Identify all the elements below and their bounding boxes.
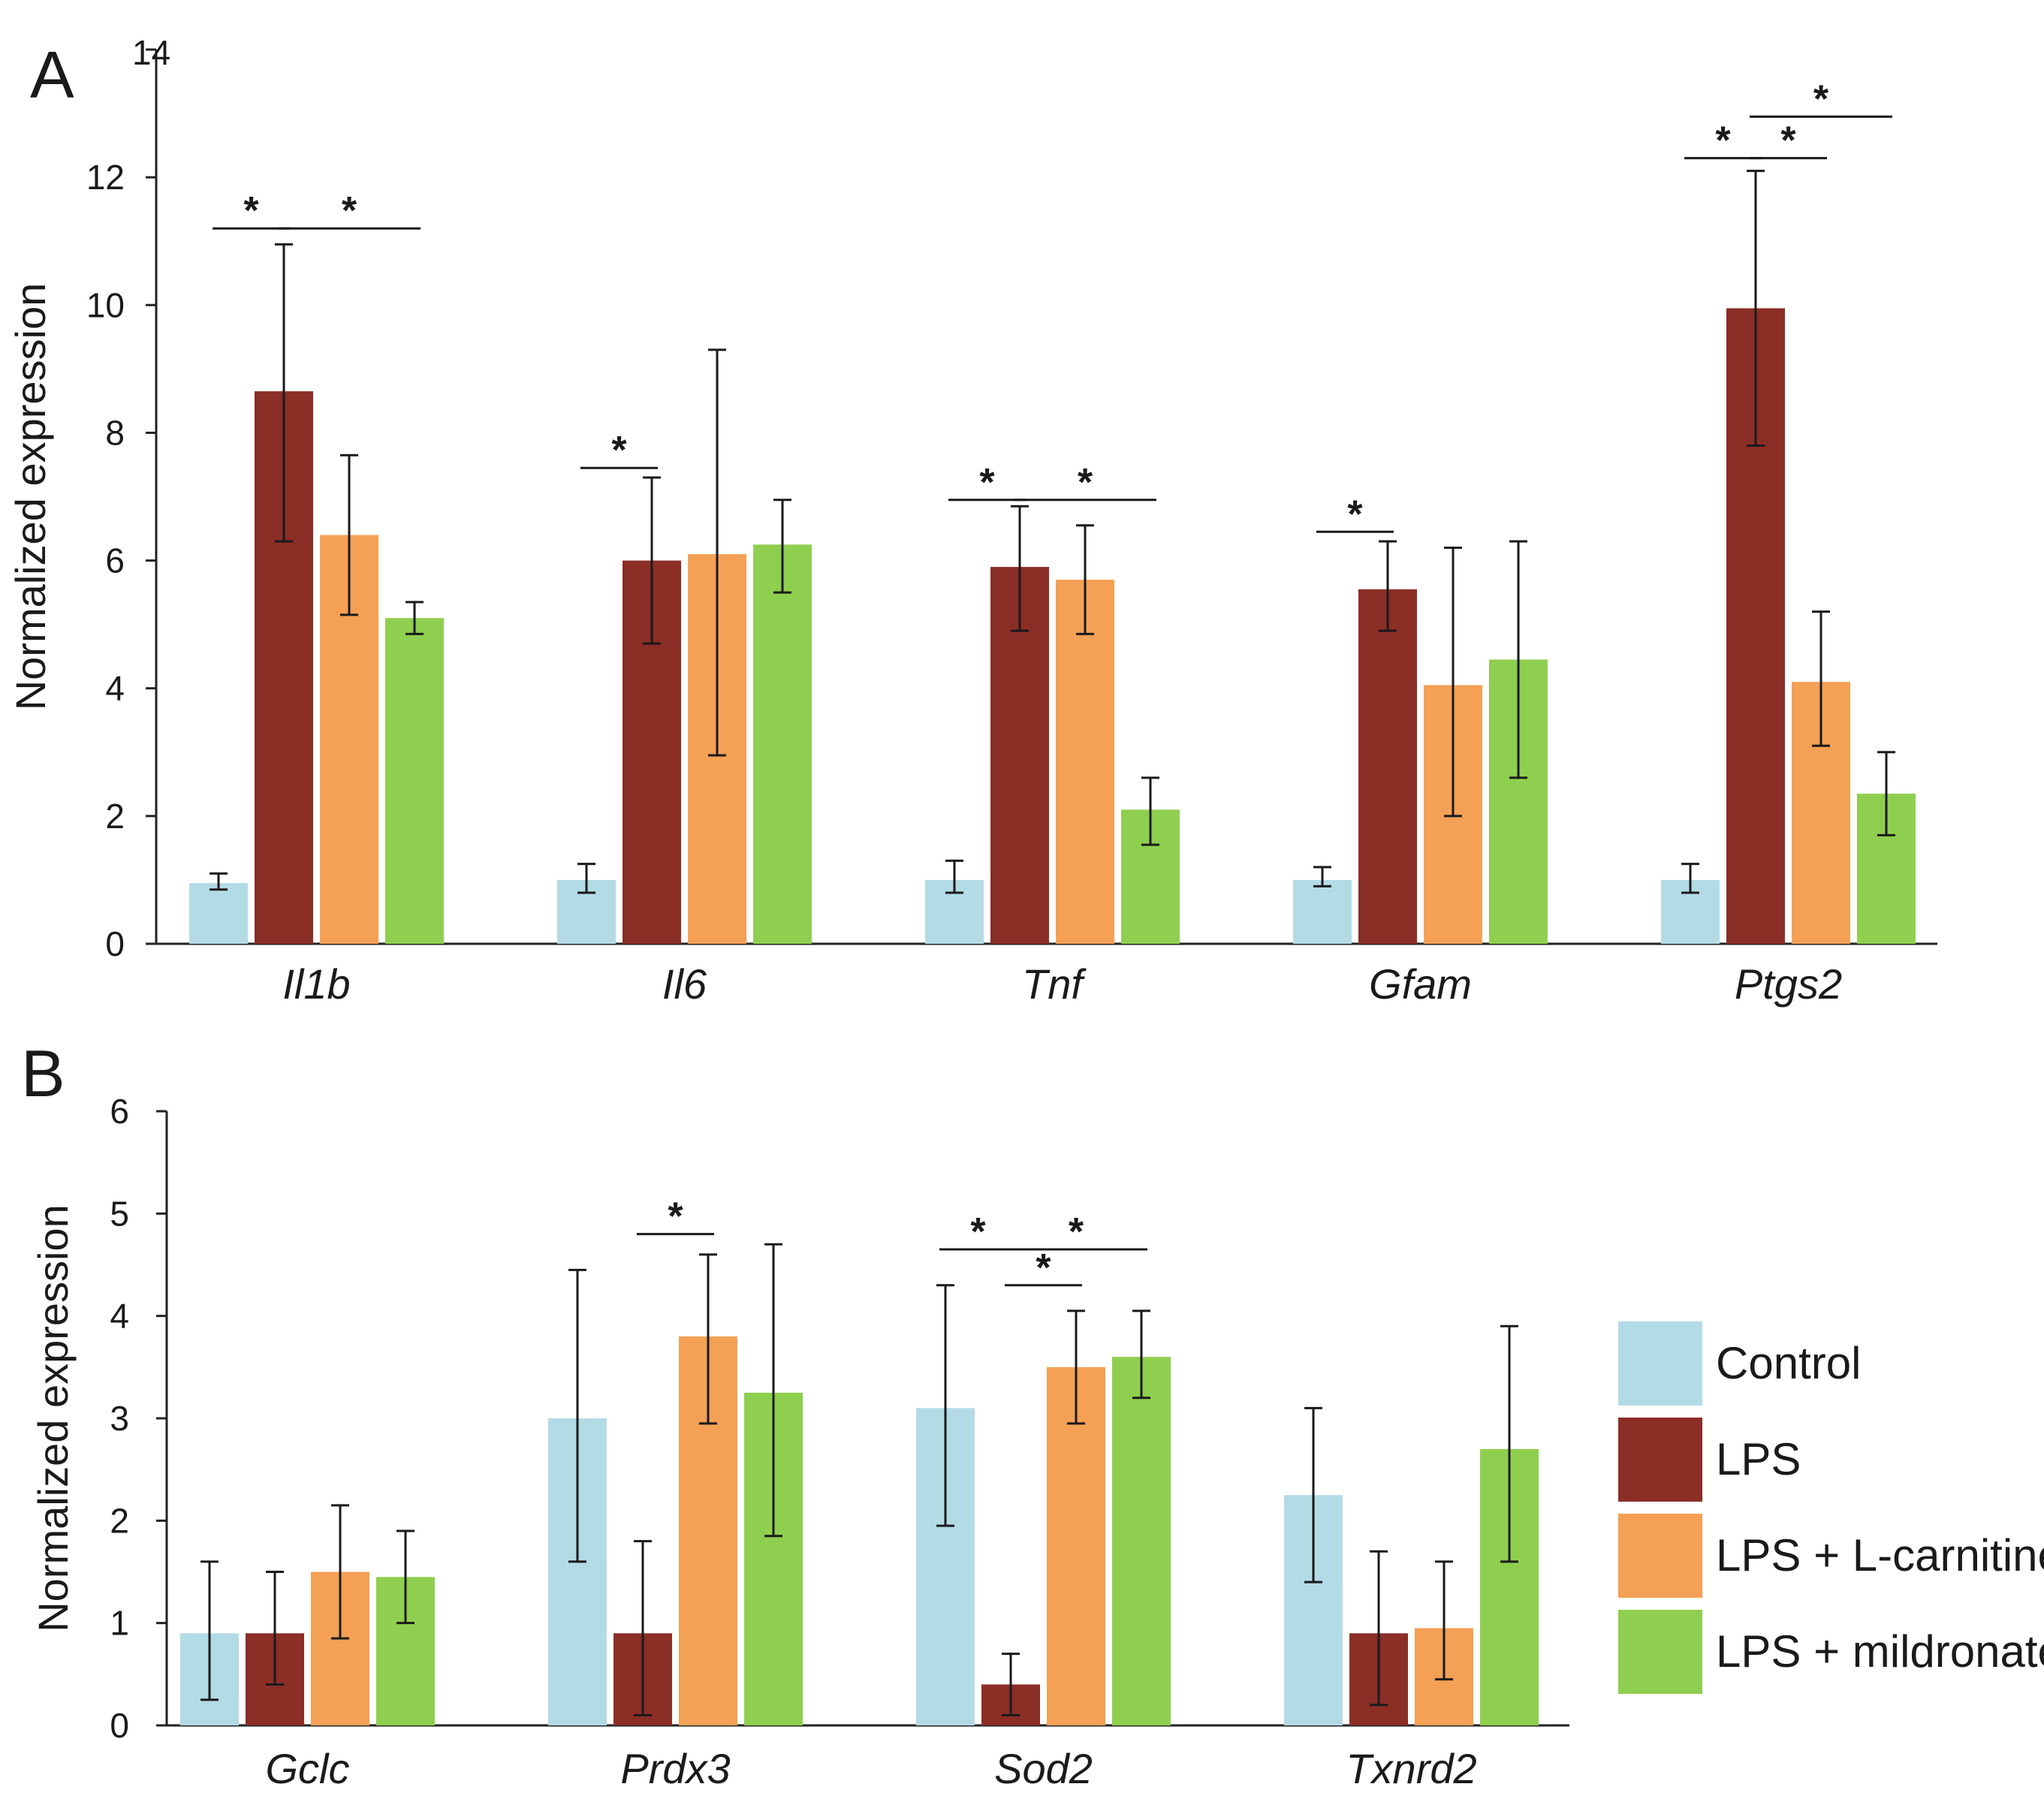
x-category-label: Il6 [662, 960, 707, 1008]
significance-star: * [979, 461, 995, 505]
x-category-label: Ptgs2 [1735, 960, 1842, 1008]
y-axis-label: Normalized expression [7, 283, 54, 711]
x-category-label: Gclc [266, 1745, 350, 1792]
legend-label: LPS + L-carnitine [1716, 1530, 2044, 1580]
bar-tnf-lps-l-carnitine [1056, 580, 1114, 944]
significance-star: * [1715, 119, 1731, 163]
legend-label: LPS + mildronate [1716, 1626, 2044, 1677]
significance-star: * [1347, 493, 1363, 536]
y-tick-label: 2 [110, 1501, 129, 1540]
y-tick-label: 3 [110, 1399, 129, 1438]
y-tick-label: 5 [110, 1194, 129, 1233]
bar-gfam-control [1293, 879, 1352, 944]
bar-il1b-lps-mildronate [385, 618, 444, 944]
y-tick-label: 1 [110, 1604, 129, 1643]
x-category-label: Tnf [1022, 960, 1087, 1008]
panel-a: A Normalized expression 0 2 4 6 8 10 12 14 Il1b Il6… [7, 33, 1937, 1008]
significance-star: * [970, 1210, 986, 1254]
y-tick-label: 12 [86, 158, 125, 197]
bar-sod2-lps-l-carnitine [1047, 1367, 1105, 1725]
significance-star: * [1780, 119, 1796, 163]
x-category-label: Il1b [282, 960, 350, 1008]
y-tick-label: 4 [110, 1297, 129, 1336]
legend: Control LPS LPS + L-carnitine LPS + mildron… [1618, 1321, 2044, 1694]
y-tick-label: 6 [105, 541, 125, 580]
panel-label: A [30, 38, 74, 112]
legend-swatch [1618, 1610, 1702, 1694]
y-tick-label: 8 [105, 413, 125, 452]
y-tick-label: 0 [110, 1706, 129, 1745]
panel-label: B [21, 1036, 65, 1110]
legend-label: Control [1716, 1338, 1861, 1388]
significance-star: * [1813, 77, 1829, 121]
bar-gfam-lps [1358, 589, 1417, 944]
legend-swatch [1618, 1418, 1702, 1502]
y-tick-label: 4 [105, 669, 125, 708]
legend-swatch [1618, 1321, 1702, 1406]
legend-label: LPS [1716, 1434, 1801, 1484]
panel-b: B Normalized expression 0 1 2 3 4 5 6 Gclc Prdx3 So… [21, 1036, 1569, 1792]
x-category-label: Prdx3 [620, 1745, 730, 1792]
significance-star: * [1069, 1210, 1084, 1254]
x-category-label: Gfam [1369, 960, 1472, 1008]
bar-il1b-control [189, 883, 248, 944]
significance-star: * [1078, 461, 1093, 505]
legend-swatch [1618, 1514, 1702, 1598]
y-tick-label: 0 [105, 924, 125, 963]
y-tick-label: 14 [132, 33, 170, 72]
bar-il6-lps-mildronate [753, 544, 812, 944]
x-category-label: Sod2 [994, 1745, 1093, 1792]
significance-star: * [342, 189, 357, 233]
y-tick-label: 2 [105, 797, 125, 836]
significance-star: * [668, 1195, 683, 1239]
significance-star: * [611, 429, 627, 472]
bar-sod2-lps-mildronate [1112, 1357, 1171, 1725]
y-axis-label: Normalized expression [29, 1204, 77, 1632]
y-tick-label: 6 [110, 1092, 129, 1131]
significance-star: * [243, 189, 259, 233]
x-category-label: Txnrd2 [1346, 1745, 1476, 1792]
y-tick-label: 10 [86, 285, 125, 324]
significance-star: * [1036, 1246, 1051, 1290]
